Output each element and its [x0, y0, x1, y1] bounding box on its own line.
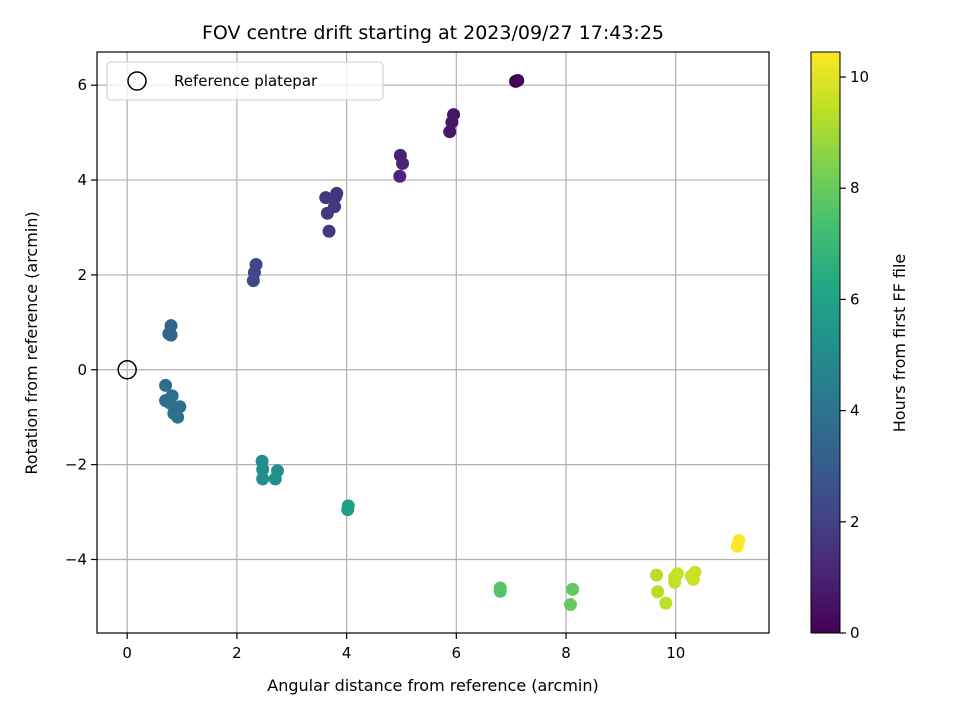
x-tick-label: 0: [122, 644, 132, 662]
data-point: [563, 598, 577, 612]
data-point: [268, 472, 282, 486]
y-tick-label: −4: [65, 550, 87, 568]
data-point: [256, 462, 270, 476]
y-tick-label: −2: [65, 456, 87, 474]
data-point: [341, 503, 355, 517]
data-point: [730, 539, 744, 553]
colorbar-tick-label: 8: [850, 179, 860, 197]
data-point: [493, 584, 507, 598]
data-point: [159, 378, 173, 392]
colorbar-tick-label: 10: [850, 68, 869, 86]
legend-label: Reference platepar: [174, 72, 318, 90]
data-point: [670, 567, 684, 581]
data-point: [566, 582, 580, 596]
data-point: [171, 410, 185, 424]
y-tick-label: 0: [77, 361, 87, 379]
y-tick-label: 6: [77, 76, 87, 94]
data-point: [650, 568, 664, 582]
data-point: [511, 73, 525, 87]
data-point: [651, 585, 665, 599]
y-axis-ticks: −4 −2 0 2 4 6: [65, 76, 97, 568]
colorbar-tick-label: 4: [850, 402, 860, 420]
colorbar-tick-label: 6: [850, 290, 860, 308]
data-point: [246, 274, 260, 288]
y-tick-label: 2: [77, 266, 87, 284]
legend-marker-hollow-circle: [127, 71, 147, 91]
data-point: [443, 125, 457, 139]
colorbar-ticks: 0 2 4 6 8 10: [840, 68, 869, 642]
x-tick-label: 6: [452, 644, 462, 662]
data-point: [322, 224, 336, 238]
grid: [97, 52, 769, 633]
data-point: [319, 191, 333, 205]
x-tick-label: 8: [561, 644, 571, 662]
data-point: [164, 328, 178, 342]
x-axis-label: Angular distance from reference (arcmin): [267, 676, 598, 695]
legend: Reference platepar: [106, 61, 384, 101]
x-tick-label: 2: [232, 644, 242, 662]
data-points: [159, 73, 746, 612]
data-point: [329, 190, 343, 204]
data-point: [688, 565, 702, 579]
data-point: [393, 169, 407, 183]
chart-title: FOV centre drift starting at 2023/09/27 …: [202, 22, 664, 44]
x-tick-label: 10: [666, 644, 685, 662]
colorbar-tick-label: 0: [850, 624, 860, 642]
x-tick-label: 4: [342, 644, 352, 662]
legend-box: [106, 61, 384, 101]
colorbar-gradient: [810, 51, 841, 634]
colorbar: 0 2 4 6 8 10 Hours from first FF file: [810, 51, 909, 642]
data-point: [320, 206, 334, 220]
colorbar-tick-label: 2: [850, 513, 860, 531]
reference-platepar-marker: [117, 360, 137, 380]
y-tick-label: 4: [77, 171, 87, 189]
x-axis-ticks: 0 2 4 6 8 10: [122, 633, 685, 662]
colorbar-label: Hours from first FF file: [890, 254, 909, 433]
data-point: [396, 156, 410, 170]
data-point: [659, 596, 673, 610]
plot-frame: [96, 51, 770, 634]
data-point: [256, 472, 270, 486]
y-axis-label: Rotation from reference (arcmin): [22, 211, 41, 474]
